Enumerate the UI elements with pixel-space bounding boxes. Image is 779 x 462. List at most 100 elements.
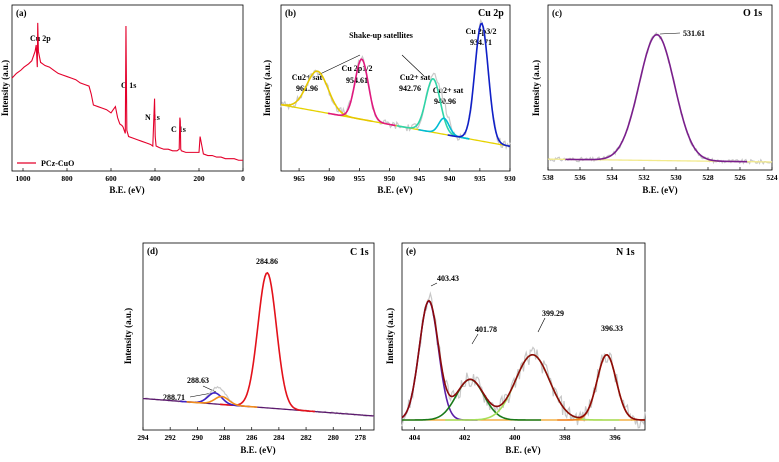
panel-d-peak1-label: 284.86 <box>256 257 278 266</box>
panel-c-title: O 1s <box>743 8 762 19</box>
panel-a-ylabel: Intensity (a.u.) <box>0 60 10 116</box>
panel-c-xtick-label-7: 524 <box>766 173 778 182</box>
panel-b-xtick-label-7: 930 <box>504 174 516 183</box>
panel-d-xtick-label-1: 292 <box>165 433 177 442</box>
panel-a-label-o1s: O 1s <box>121 81 136 90</box>
panel-b-shakeup-label: Shake-up satellites <box>349 31 413 40</box>
panel-d-peak2-arrow <box>202 385 217 393</box>
panel-b-xlabel: B.E. (eV) <box>377 185 412 195</box>
panel-a-label-n1s: N 1s <box>145 113 160 122</box>
panel-b-frame <box>280 4 511 172</box>
panel-d-letter: (d) <box>147 246 158 256</box>
panel-c-xtick-label-5: 528 <box>702 173 714 182</box>
panel-b-peak3-value: 942.76 <box>399 84 421 93</box>
panel-e-peak4-label: 396.33 <box>601 324 623 333</box>
panel-b-peak-4 <box>418 117 470 140</box>
panel-b-title: Cu 2p <box>478 8 504 19</box>
panel-c-peak-1 <box>565 33 748 163</box>
panel-e-raw-data <box>401 291 646 429</box>
panel-a-xtick-label-4: 200 <box>193 174 205 183</box>
panel-c-letter: (c) <box>552 8 562 18</box>
panel-e-xlabel: B.E. (eV) <box>505 445 540 455</box>
panel-b-shakeup-arrow-right <box>401 54 425 77</box>
panel-d-baseline <box>142 397 375 417</box>
panel-b-xtick-label-6: 935 <box>474 174 486 183</box>
panel-b-peak-5 <box>447 22 511 148</box>
panel-c-frame <box>547 4 773 171</box>
panel-b-xtick-label-5: 940 <box>444 174 456 183</box>
panel-c-raw-data <box>547 31 773 165</box>
panel-c-xtick-label-3: 532 <box>638 173 650 182</box>
panel-b-peak5-value: 934.71 <box>470 38 492 47</box>
panel-c-xtick-label-1: 536 <box>574 173 586 182</box>
panel-e-xtick-label-1: 402 <box>459 433 471 442</box>
panel-a-label-c1s: C 1s <box>171 125 186 134</box>
panel-c-peak-arrow <box>659 32 681 35</box>
panel-d-peak2-label: 288.63 <box>187 376 209 385</box>
panel-b-peak5-name: Cu 2p3/2 <box>466 27 497 36</box>
panel-b-xtick-label-1: 960 <box>324 174 336 183</box>
panel-a-survey-line <box>11 22 243 161</box>
panel-d-xtick-label-5: 284 <box>273 433 285 442</box>
panel-a-letter: (a) <box>16 8 27 18</box>
panel-e-xtick-label-0: 404 <box>409 433 421 442</box>
panel-e-peak2-label: 401.78 <box>475 325 497 334</box>
panel-b-xtick-label-2: 955 <box>354 174 366 183</box>
panel-e-peak1-arrow <box>430 282 438 287</box>
panel-d-peak3-label: 288.71 <box>163 393 185 402</box>
panel-a-xtick-label-5: 0 <box>241 174 245 183</box>
panel-b-peak3-name: Cu2+ sat <box>400 73 431 82</box>
panel-e-ylabel: Intensity (a.u.) <box>385 308 395 364</box>
panel-a-xtick-label-2: 600 <box>105 174 117 183</box>
panel-e-xtick-label-2: 400 <box>509 433 521 442</box>
panel-b-peak-1 <box>280 70 373 123</box>
panel-d-xtick-label-2: 290 <box>192 433 204 442</box>
panel-d-xtick-label-0: 294 <box>137 433 149 442</box>
panel-b-xtick-label-0: 965 <box>293 174 305 183</box>
panel-e-title: N 1s <box>616 247 635 258</box>
panel-e-envelope <box>401 299 646 421</box>
panel-a-legend-label: PCz-CuO <box>41 159 74 168</box>
panel-c-xtick-label-6: 526 <box>734 173 746 182</box>
panel-c-xlabel: B.E. (eV) <box>642 185 677 195</box>
panel-a-frame <box>11 4 244 172</box>
panel-e-frame <box>401 242 646 431</box>
panel-a-label-cu2p: Cu 2p <box>30 34 51 43</box>
panel-e-xtick-label-4: 396 <box>609 433 621 442</box>
panel-b-peak1-value: 961.96 <box>296 84 318 93</box>
panel-b-peak2-value: 954.61 <box>346 76 368 85</box>
panel-e-letter: (e) <box>406 246 416 256</box>
panel-e-peak2-arrow <box>471 333 479 345</box>
panel-d-xlabel: B.E. (eV) <box>240 445 275 455</box>
panel-b-peak1-name: Cu2+ sat <box>292 73 323 82</box>
panel-b-ylabel: Intensity (a.u.) <box>262 60 272 116</box>
panel-b-xtick-label-3: 950 <box>384 174 396 183</box>
panel-e-peak3-arrow <box>537 317 546 333</box>
panel-e-peak3-label: 399.29 <box>542 309 564 318</box>
panel-d-peak3-arrow <box>189 392 213 398</box>
panel-b-peak4-name: Cu2+ sat <box>433 86 464 95</box>
panel-d-title: C 1s <box>350 247 369 258</box>
plot-layer: 1000 800 600 400 200 0 965 960 955 950 945 940 935 93… <box>11 18 778 442</box>
panel-c-ylabel: Intensity (a.u.) <box>531 60 541 116</box>
panel-c-xtick-label-2: 534 <box>606 173 618 182</box>
panel-d-xtick-label-6: 282 <box>300 433 312 442</box>
panel-a-xtick-label-0: 1000 <box>16 174 31 183</box>
panel-a-xlabel: B.E. (eV) <box>109 185 144 195</box>
panel-d-xtick-label-8: 278 <box>355 433 367 442</box>
panel-e-peak1-label: 403.43 <box>437 274 459 283</box>
panel-e-xtick-label-3: 398 <box>559 433 571 442</box>
panel-d-frame <box>142 242 375 431</box>
panel-a-xtick-label-1: 800 <box>61 174 73 183</box>
panel-e-peak-3 <box>445 353 620 421</box>
panel-e-peak-1 <box>401 300 478 421</box>
panel-c-xtick-label-0: 538 <box>542 173 554 182</box>
panel-d-ylabel: Intensity (a.u.) <box>123 308 133 364</box>
panel-c-xtick-label-4: 530 <box>670 173 682 182</box>
panel-d-xtick-label-4: 286 <box>246 433 258 442</box>
panel-b-letter: (b) <box>285 8 296 18</box>
panel-b-shakeup-arrow-left <box>317 54 361 76</box>
panel-d-peak-1 <box>219 271 316 413</box>
